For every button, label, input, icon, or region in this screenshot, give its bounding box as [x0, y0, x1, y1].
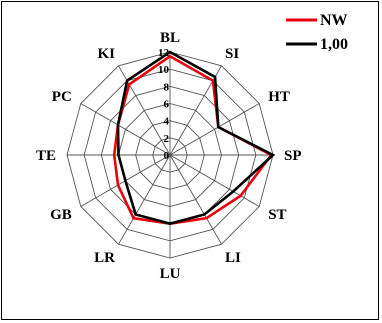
- grid-spoke: [118, 154, 171, 245]
- legend-label: 1,00: [320, 36, 348, 53]
- tick-label: 6: [164, 99, 170, 111]
- radial-tick-labels: 0 2 4 6 8 10 12: [158, 47, 170, 162]
- category-label: GB: [50, 207, 72, 223]
- tick-label: 10: [158, 64, 170, 76]
- category-label: BL: [160, 30, 180, 46]
- category-label: LR: [94, 250, 115, 266]
- category-label: SI: [225, 46, 239, 62]
- category-label: LI: [225, 250, 241, 266]
- series-line-nw: [112, 54, 274, 225]
- grid-spoke: [169, 103, 260, 156]
- grid-spoke: [169, 154, 260, 207]
- legend: NW 1,00: [286, 12, 348, 53]
- tick-label: 12: [158, 47, 170, 59]
- series-line-100: [116, 50, 276, 226]
- chart-frame: 0 2 4 6 8 10 12 BL SI HT SP ST LI LU LR GB TE PC KI NW 1,0…: [1, 1, 379, 320]
- category-label: ST: [268, 207, 286, 223]
- grid-spoke: [169, 154, 222, 245]
- legend-label: NW: [320, 12, 348, 29]
- category-label: LU: [160, 266, 181, 282]
- category-label: SP: [284, 148, 302, 164]
- category-label: KI: [97, 46, 115, 62]
- radar-grid: [66, 51, 274, 259]
- category-label: PC: [52, 89, 72, 105]
- grid-spoke: [118, 65, 171, 156]
- tick-label: 8: [164, 81, 170, 93]
- tick-label: 2: [164, 133, 170, 145]
- category-label: HT: [268, 89, 290, 105]
- tick-label: 4: [164, 116, 170, 128]
- grid-spoke: [80, 103, 171, 156]
- radar-chart: 0 2 4 6 8 10 12 BL SI HT SP ST LI LU LR GB TE PC KI NW 1,0…: [36, 12, 348, 282]
- tick-label: 0: [164, 150, 170, 162]
- grid-spoke: [169, 65, 222, 156]
- radar-series: [112, 50, 276, 226]
- category-labels: BL SI HT SP ST LI LU LR GB TE PC KI: [36, 30, 302, 282]
- category-label: TE: [36, 148, 56, 164]
